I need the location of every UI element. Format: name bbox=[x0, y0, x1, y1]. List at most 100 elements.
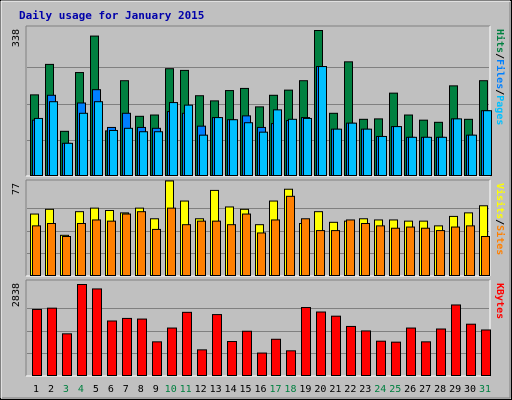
bar-kbytes-day-16 bbox=[257, 352, 267, 377]
bar-kbytes-day-10 bbox=[167, 327, 177, 376]
bar-pages-day-31 bbox=[483, 110, 492, 176]
bar-pages-day-13 bbox=[214, 117, 223, 176]
bar-kbytes-day-2 bbox=[47, 307, 57, 376]
legend-kbytes: KBytes bbox=[494, 283, 505, 319]
panel-kbytes: 2838 KBytes bbox=[11, 279, 505, 377]
bar-sites-day-10 bbox=[167, 207, 176, 277]
x-tick-label-day-26: 26 bbox=[404, 384, 416, 395]
bar-sites-day-14 bbox=[227, 224, 236, 277]
bar-pages-day-1 bbox=[34, 117, 43, 176]
bar-kbytes-day-5 bbox=[92, 288, 102, 377]
x-tick-label-day-4: 4 bbox=[78, 384, 84, 395]
x-tick-label-day-29: 29 bbox=[449, 384, 461, 395]
x-tick-label-day-28: 28 bbox=[434, 384, 446, 395]
bar-sites-day-27 bbox=[421, 227, 430, 277]
bar-kbytes-day-8 bbox=[137, 318, 147, 376]
bar-kbytes-day-24 bbox=[376, 340, 386, 376]
bar-kbytes-day-17 bbox=[271, 338, 281, 376]
x-tick-label-day-8: 8 bbox=[138, 384, 144, 395]
x-tick-label-day-9: 9 bbox=[153, 384, 159, 395]
legend-separator: / bbox=[494, 53, 505, 59]
bar-kbytes-day-21 bbox=[331, 315, 341, 376]
bar-sites-day-22 bbox=[346, 219, 355, 276]
bar-pages-day-8 bbox=[139, 131, 148, 176]
x-tick-label-day-30: 30 bbox=[464, 384, 476, 395]
x-tick-label-day-12: 12 bbox=[195, 384, 207, 395]
bar-pages-day-28 bbox=[438, 136, 447, 176]
bar-kbytes-day-28 bbox=[436, 328, 446, 376]
bar-pages-day-10 bbox=[169, 102, 178, 176]
bar-pages-day-5 bbox=[94, 101, 103, 176]
bar-pages-day-2 bbox=[49, 101, 58, 176]
bar-pages-day-17 bbox=[273, 109, 282, 176]
bar-sites-day-3 bbox=[62, 236, 71, 276]
bar-sites-day-25 bbox=[391, 227, 400, 277]
bar-kbytes-day-15 bbox=[242, 330, 252, 376]
x-tick-label-day-20: 20 bbox=[314, 384, 326, 395]
y-max-label: 77 bbox=[11, 183, 22, 195]
bar-kbytes-day-11 bbox=[182, 311, 192, 376]
x-tick-label-day-15: 15 bbox=[240, 384, 252, 395]
right-legend: Visits/Sites bbox=[494, 183, 506, 255]
x-tick-label-day-1: 1 bbox=[33, 384, 39, 395]
bar-kbytes-day-3 bbox=[62, 333, 72, 376]
bar-pages-day-9 bbox=[154, 131, 163, 176]
bar-sites-day-6 bbox=[107, 220, 116, 277]
bar-kbytes-day-18 bbox=[286, 350, 296, 377]
bar-sites-day-13 bbox=[212, 220, 221, 277]
bar-sites-day-12 bbox=[197, 220, 206, 277]
right-legend: KBytes bbox=[494, 283, 505, 319]
bar-kbytes-day-4 bbox=[77, 284, 87, 376]
bar-kbytes-day-20 bbox=[316, 311, 326, 376]
x-tick-label-day-2: 2 bbox=[48, 384, 54, 395]
bar-sites-day-23 bbox=[361, 223, 370, 276]
series-kbytes bbox=[32, 284, 491, 377]
y-max-label: 2838 bbox=[11, 283, 22, 307]
x-tick-label-day-22: 22 bbox=[344, 384, 356, 395]
bar-kbytes-day-27 bbox=[421, 341, 431, 376]
x-tick-label-day-10: 10 bbox=[165, 384, 177, 395]
bar-pages-day-22 bbox=[348, 122, 357, 176]
legend-files: Files bbox=[494, 59, 506, 89]
panel-hits-files-pages: 338 Hits/Files/Pages bbox=[11, 25, 506, 177]
bar-pages-day-3 bbox=[64, 142, 73, 176]
bar-sites-day-15 bbox=[242, 213, 251, 276]
x-tick-label-day-6: 6 bbox=[108, 384, 114, 395]
series-pages bbox=[34, 66, 492, 177]
bar-sites-day-18 bbox=[286, 195, 295, 276]
bar-pages-day-19 bbox=[303, 117, 312, 176]
x-tick-label-day-27: 27 bbox=[419, 384, 431, 395]
bar-kbytes-day-13 bbox=[212, 314, 222, 376]
bar-sites-day-16 bbox=[257, 232, 266, 276]
bar-pages-day-24 bbox=[378, 135, 387, 176]
bar-pages-day-7 bbox=[124, 127, 133, 177]
bar-kbytes-day-31 bbox=[481, 329, 491, 376]
bar-kbytes-day-29 bbox=[451, 304, 461, 376]
bar-kbytes-day-19 bbox=[301, 307, 311, 376]
bar-kbytes-day-9 bbox=[152, 341, 162, 376]
bar-sites-day-31 bbox=[481, 236, 490, 276]
bar-pages-day-23 bbox=[363, 128, 372, 176]
x-tick-label-day-14: 14 bbox=[225, 384, 237, 395]
legend-separator: / bbox=[494, 219, 505, 225]
x-tick-label-day-3: 3 bbox=[63, 384, 69, 395]
chart-title: Daily usage for January 2015 bbox=[19, 9, 204, 22]
x-tick-label-day-31: 31 bbox=[479, 384, 491, 395]
bar-sites-day-17 bbox=[271, 219, 280, 276]
bar-pages-day-20 bbox=[318, 66, 327, 176]
bar-pages-day-16 bbox=[259, 131, 268, 177]
legend-separator: / bbox=[494, 89, 505, 95]
bar-pages-day-6 bbox=[109, 129, 118, 177]
bar-sites-day-9 bbox=[152, 228, 161, 276]
bar-pages-day-12 bbox=[199, 134, 208, 177]
right-legend: Hits/Files/Pages bbox=[494, 29, 506, 125]
bar-sites-day-1 bbox=[32, 225, 41, 276]
panel-visits-sites: 77 Visits/Sites bbox=[11, 179, 506, 277]
bar-sites-day-26 bbox=[406, 226, 415, 276]
bar-kbytes-day-23 bbox=[361, 330, 371, 376]
legend-pages: Pages bbox=[494, 95, 505, 125]
bar-sites-day-7 bbox=[122, 213, 131, 276]
x-tick-label-day-23: 23 bbox=[359, 384, 371, 395]
x-tick-label-day-13: 13 bbox=[210, 384, 222, 395]
